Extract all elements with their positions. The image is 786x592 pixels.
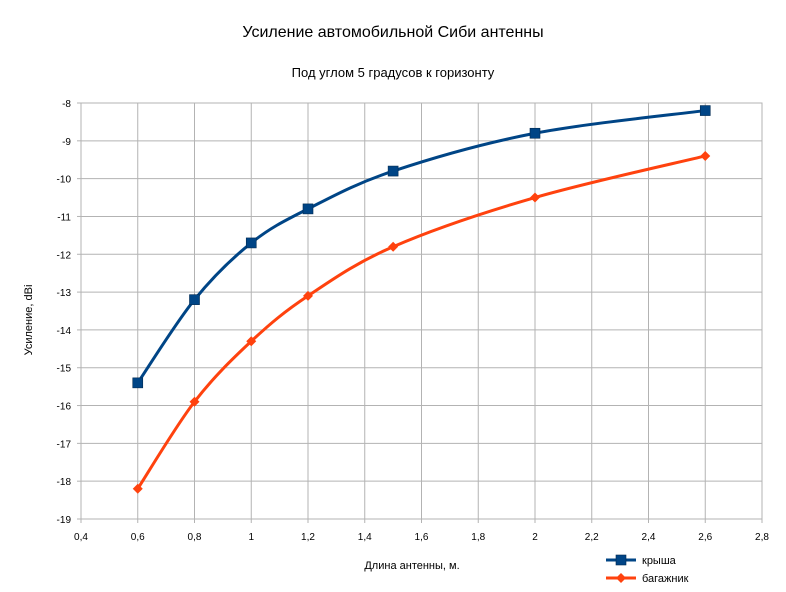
series-bagazhnik-point (189, 396, 200, 407)
series-bagazhnik-point (246, 336, 257, 347)
series-bagazhnik-point (132, 483, 143, 494)
series-krysha-point (387, 165, 399, 177)
x-tick-label: 0,4 (74, 532, 88, 543)
y-axis-label: Усиление, dBi (23, 285, 35, 356)
y-axis-ticks: -8 -9 -10 -11 -12 -13 -14 -15 -16 -17 -18 -19 (57, 99, 81, 526)
series-krysha-point (245, 237, 257, 249)
x-tick-label: 1,2 (301, 532, 315, 543)
chart-subtitle: Под углом 5 градусов к горизонту (292, 65, 495, 80)
legend-swatch-marker (615, 554, 627, 566)
x-tick-label: 0,6 (131, 532, 145, 543)
y-tick-label: -8 (62, 99, 71, 110)
legend-label: багажник (642, 573, 689, 585)
series-krysha-point (132, 377, 144, 389)
legend-label: крыша (642, 555, 677, 567)
series-layer (132, 105, 711, 494)
x-tick-label: 1 (248, 532, 254, 543)
x-axis-ticks: 0,4 0,6 0,8 1 1,2 1,4 1,6 1,8 2 2,2 2,4 2,6 2,8 (74, 519, 769, 543)
x-tick-label: 2,8 (755, 532, 769, 543)
series-krysha (132, 105, 711, 389)
x-tick-label: 1,6 (415, 532, 429, 543)
series-krysha-point (529, 127, 541, 139)
y-tick-label: -15 (57, 364, 72, 375)
y-tick-label: -16 (57, 402, 72, 413)
y-tick-label: -19 (57, 515, 72, 526)
y-tick-label: -10 (57, 175, 72, 186)
y-tick-label: -9 (62, 137, 71, 148)
x-tick-label: 0,8 (188, 532, 202, 543)
x-tick-label: 2 (532, 532, 538, 543)
y-tick-label: -12 (57, 250, 72, 261)
x-tick-label: 2,4 (642, 532, 656, 543)
series-krysha-point (699, 105, 711, 116)
x-tick-label: 2,2 (585, 532, 599, 543)
x-tick-label: 1,8 (471, 532, 485, 543)
x-axis-label: Длина антенны, м. (364, 560, 459, 572)
y-tick-label: -11 (57, 212, 71, 223)
x-tick-label: 2,6 (698, 532, 712, 543)
chart-title: Усиление автомобильной Сиби антенны (242, 24, 543, 41)
x-tick-label: 1,4 (358, 532, 372, 543)
series-bagazhnik-point (303, 290, 313, 301)
legend: крыша багажник (606, 554, 689, 585)
series-bagazhnik-point (530, 192, 540, 203)
y-tick-label: -17 (57, 439, 72, 450)
series-krysha-point (302, 203, 314, 215)
y-tick-label: -13 (57, 288, 72, 299)
legend-swatch-marker (616, 573, 626, 583)
y-tick-label: -18 (57, 477, 72, 488)
series-bagazhnik (132, 150, 711, 494)
y-tick-label: -14 (57, 326, 72, 337)
series-bagazhnik-point (700, 150, 711, 161)
series-bagazhnik-point (388, 241, 399, 252)
series-krysha-point (189, 294, 200, 305)
